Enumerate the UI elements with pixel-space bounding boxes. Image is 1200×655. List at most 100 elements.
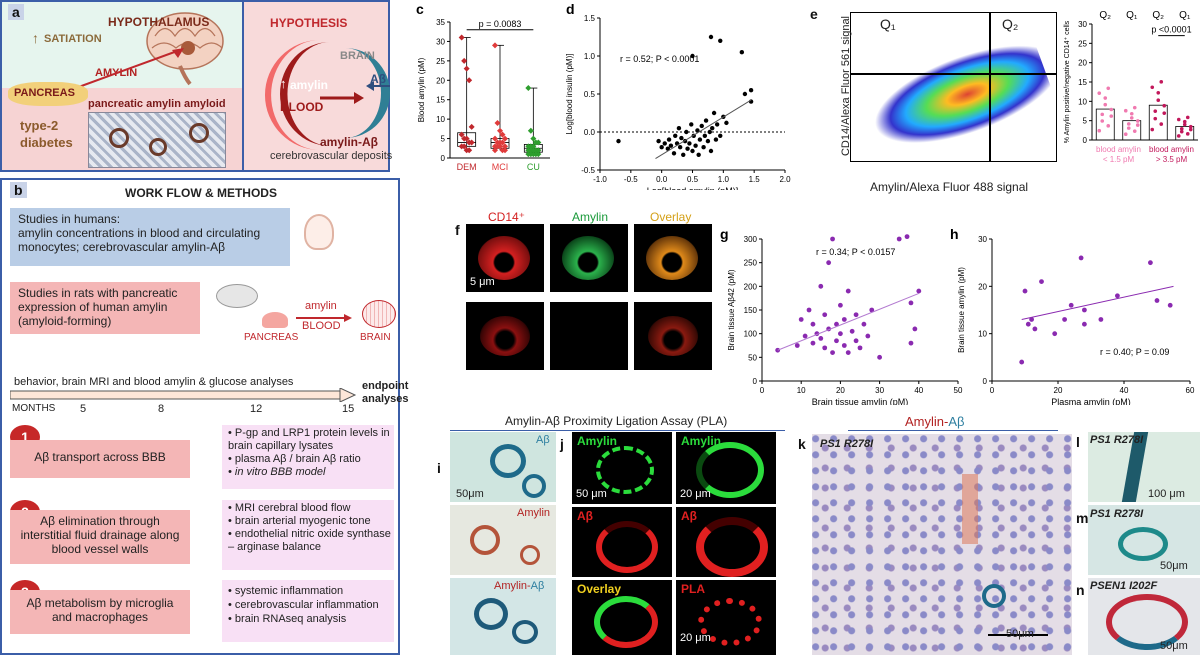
step-3-method: • cerebrovascular inflammation	[228, 599, 379, 611]
g-x-tick-label: 0	[760, 386, 765, 395]
d-point	[748, 88, 754, 93]
c-point	[502, 147, 508, 154]
f-cd14-top	[466, 224, 544, 292]
satiation-arrow-icon: ↑	[32, 30, 39, 46]
j-amylin-label-1: Amylin	[577, 434, 618, 448]
c-point	[530, 143, 537, 150]
step-2-box: Aβ elimination through interstitial flui…	[10, 510, 190, 564]
months-label: MONTHS	[12, 403, 56, 414]
c-point	[497, 127, 503, 134]
m-mutation-label: PS1 R278I	[1090, 508, 1144, 520]
d-point	[739, 50, 745, 55]
ebar-point	[1109, 107, 1114, 112]
hypothesis-diagram	[264, 39, 390, 150]
d-point	[659, 145, 664, 150]
c-y-tick-label: 0	[441, 154, 446, 163]
j-abeta-label-1: Aβ	[577, 509, 593, 523]
ebar-bar	[1095, 108, 1115, 141]
q1-label: Q₁	[880, 16, 896, 32]
chart-e-bar: 0 5 10 15 20 25 30 % Amylin positive/negative C…	[1064, 10, 1198, 164]
d-x-tick-label: -1.0	[593, 175, 607, 184]
h-x-tick-label: 40	[1120, 386, 1129, 395]
panel-label-d: d	[566, 1, 575, 17]
g-point	[908, 340, 914, 346]
c-y-tick-label: 10	[436, 115, 445, 124]
h-x-tick-label: 60	[1186, 386, 1195, 395]
g-point	[896, 236, 902, 242]
j-pla-image	[676, 580, 776, 655]
d-point	[713, 137, 719, 142]
c-point	[502, 143, 508, 150]
d-y-tick-label: 0.5	[584, 90, 596, 99]
d-x-tick-label: 0.5	[687, 175, 699, 184]
humans-box: Studies in humans: amylin concentrations…	[10, 208, 290, 266]
c-point	[468, 139, 475, 146]
type2-label: type-2	[20, 118, 59, 133]
d-point	[687, 141, 692, 146]
d-point	[685, 146, 690, 151]
panel-label-a: a	[8, 4, 24, 20]
hyp-blood-label: BLOOD	[280, 100, 324, 114]
ebar-y-label: % Amylin positive/negative CD14⁺ cells	[1064, 20, 1071, 143]
d-point	[662, 141, 667, 146]
g-y-tick-label: 250	[744, 259, 758, 268]
g-point	[877, 354, 882, 360]
l-scale-label: 100 μm	[1148, 488, 1185, 500]
d-point	[676, 126, 682, 131]
ebar-category-label: Q₁	[1179, 10, 1191, 21]
d-point	[708, 34, 714, 40]
ebar-y-tick-label: 20	[1078, 59, 1087, 68]
ebar-point	[1106, 124, 1111, 128]
h-point	[1029, 317, 1034, 322]
rat-pancreas-label: PANCREAS	[244, 332, 299, 343]
i-combo-label: Amylin-Aβ	[494, 580, 544, 592]
g-y-label: Brain tissue Aβ42 (pM)	[727, 269, 736, 350]
h-x-tick-label: 20	[1054, 386, 1063, 395]
h-y-tick-label: 20	[978, 282, 987, 291]
j-abeta-label-2: Aβ	[681, 509, 697, 523]
chart-h: h 0 20 40 60 0 10 20 30 Plasma amylin (pM) Brain t…	[950, 226, 1195, 405]
j-scale-50: 50 μm	[576, 488, 607, 500]
g-point	[857, 345, 863, 351]
c-point	[530, 135, 537, 142]
c-point	[530, 147, 537, 154]
g-point	[845, 288, 851, 294]
g-x-tick-label: 40	[914, 386, 923, 395]
ebar-bar	[1122, 120, 1142, 141]
c-point	[492, 42, 498, 49]
l-mutation-label: PS1 R278I	[1090, 434, 1144, 446]
h-point	[1062, 317, 1067, 322]
step-1-method: • plasma Aβ / brain Aβ ratio	[228, 453, 361, 465]
hypothalamus-label: HYPOTHALAMUS	[108, 15, 210, 29]
h-y-tick-label: 0	[983, 377, 988, 386]
ebar-point	[1132, 105, 1137, 110]
flow-cytometry-plot	[850, 12, 1057, 162]
g-y-tick-label: 300	[744, 235, 758, 244]
c-point	[492, 135, 498, 142]
g-point	[853, 312, 859, 318]
chart-g: g 0 10 20 30 40 50 0 50 100 150 200 250 300 Brain tiss…	[720, 226, 963, 405]
ebar-point	[1156, 98, 1161, 103]
g-y-tick-label: 200	[744, 282, 758, 291]
d-point	[697, 137, 703, 142]
m-scale-label: 50μm	[1160, 560, 1188, 572]
ebar-point	[1176, 117, 1181, 122]
workflow-title: WORK FLOW & METHODS	[125, 186, 277, 200]
ebar-point	[1100, 119, 1105, 123]
g-point	[794, 343, 800, 348]
h-point	[1167, 302, 1173, 308]
g-point	[849, 328, 855, 334]
j-abeta-low	[572, 507, 672, 577]
m-image	[1088, 505, 1200, 575]
h-point	[1039, 279, 1044, 284]
panel-label-i: i	[437, 460, 441, 476]
rat-brain-icon	[362, 300, 396, 328]
ebar-point	[1188, 124, 1193, 129]
panel-label-j: j	[560, 436, 564, 452]
ebar-point	[1103, 96, 1108, 100]
d-point	[690, 148, 695, 154]
ebar-point	[1185, 132, 1190, 136]
brain-label: BRAIN	[340, 50, 375, 62]
k-scale-label: 50μm	[1006, 628, 1034, 640]
ebar-point	[1123, 132, 1128, 136]
